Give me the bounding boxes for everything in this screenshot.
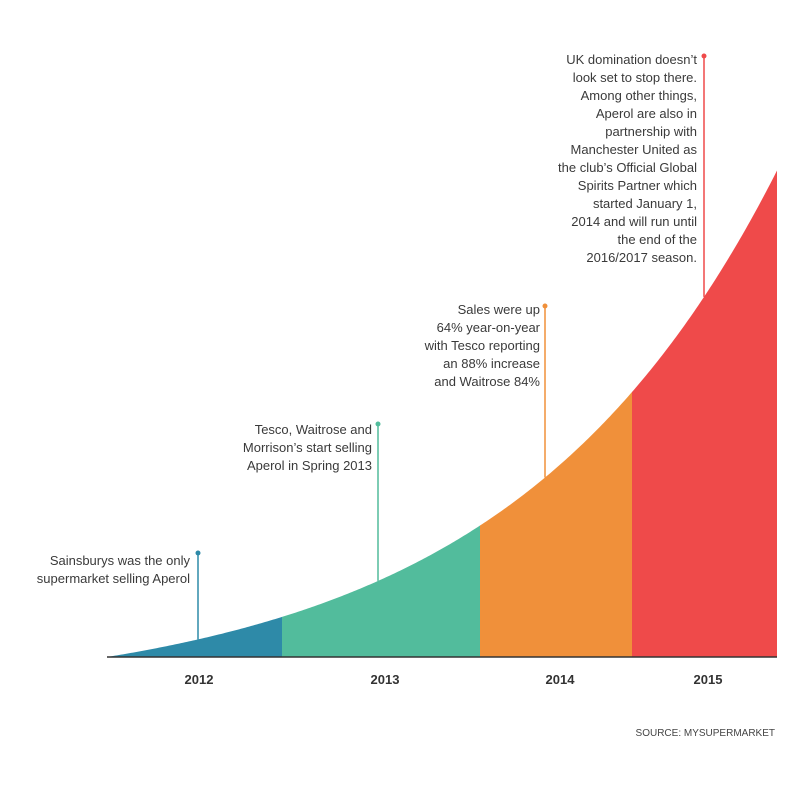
annotation-line: an 88% increase <box>443 356 540 371</box>
year-label: 2014 <box>546 672 576 687</box>
annotation-line: supermarket selling Aperol <box>37 571 190 586</box>
curve-segment <box>632 170 777 657</box>
annotation-line: Sales were up <box>458 302 540 317</box>
annotation-line: 64% year-on-year <box>437 320 541 335</box>
annotation-line: the club’s Official Global <box>558 160 697 175</box>
leader-dot <box>701 53 707 59</box>
annotation-line: Aperol are also in <box>596 106 697 121</box>
annotation-line: UK domination doesn’t <box>566 52 697 67</box>
year-label: 2013 <box>371 672 400 687</box>
annotation-line: Tesco, Waitrose and <box>255 422 372 437</box>
source: SOURCE: MYSUPERMARKET <box>636 728 775 739</box>
annotation-line: Manchester United as <box>571 142 698 157</box>
annotation-line: Morrison’s start selling <box>243 440 372 455</box>
leader-dot <box>375 421 381 427</box>
annotation-line: Aperol in Spring 2013 <box>247 458 372 473</box>
annotation-line: the end of the <box>617 232 697 247</box>
annotation-line: with Tesco reporting <box>424 338 540 353</box>
annotation-line: 2014 and will run until <box>571 214 697 229</box>
annotation-line: 2016/2017 season. <box>586 250 697 265</box>
curve-segment <box>282 525 480 657</box>
annotation-line: partnership with <box>605 124 697 139</box>
curve-segment <box>107 616 282 657</box>
annotation-line: look set to stop there. <box>573 70 697 85</box>
year-label: 2012 <box>185 672 214 687</box>
year-label: 2015 <box>694 672 723 687</box>
annotation-line: Sainsburys was the only <box>50 553 191 568</box>
leader-dot <box>195 550 201 556</box>
curve-segment <box>480 392 632 657</box>
annotation-line: Among other things, <box>581 88 697 103</box>
leader-dot <box>542 303 548 309</box>
annotation-line: started January 1, <box>593 196 697 211</box>
annotation-line: Spirits Partner which <box>578 178 697 193</box>
annotation-line: and Waitrose 84% <box>434 374 540 389</box>
